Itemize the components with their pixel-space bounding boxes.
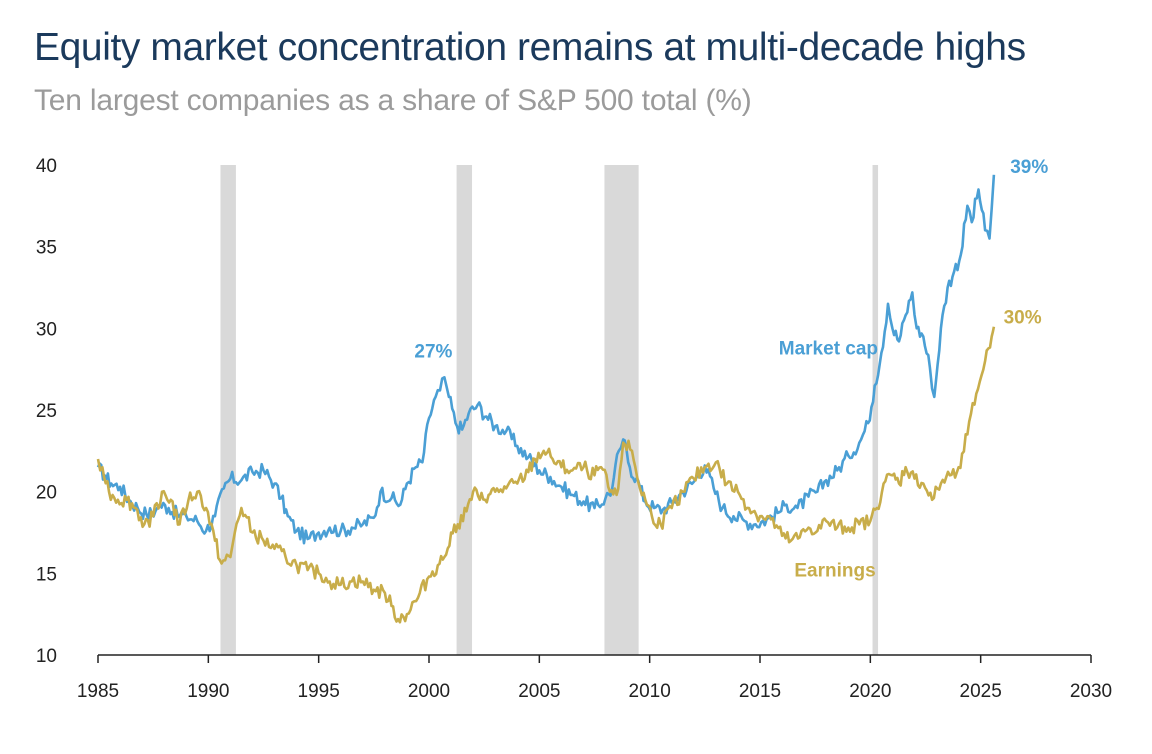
x-tick-label: 2005 xyxy=(518,681,560,702)
x-tick-label: 1995 xyxy=(298,681,340,702)
annotations: 27% Market cap 39% 30% Earnings xyxy=(414,157,1048,581)
market-cap-line xyxy=(96,174,996,545)
x-tick-label: 1985 xyxy=(77,681,119,702)
annotation-label: 30% xyxy=(1004,307,1042,328)
y-tick-label: 20 xyxy=(36,483,57,504)
x-tick-label: 2030 xyxy=(1070,681,1112,702)
x-axis: 1985 1990 1995 2000 2005 2010 2015 2020 2025 2030 xyxy=(77,654,1112,702)
series-lines xyxy=(96,174,996,624)
recession-band-2 xyxy=(456,165,473,655)
recession-band-1 xyxy=(220,165,236,655)
y-axis: 10 15 20 25 30 35 40 xyxy=(36,156,57,667)
y-tick-label: 30 xyxy=(36,319,57,340)
recession-band-3 xyxy=(604,165,639,655)
annotation-label: Market cap xyxy=(779,338,878,359)
x-tick-label: 2020 xyxy=(849,681,891,702)
x-tick-label: 2000 xyxy=(408,681,450,702)
y-tick-label: 25 xyxy=(36,401,57,422)
earnings-line xyxy=(96,326,996,624)
recession-band-4 xyxy=(872,165,879,655)
chart-subtitle: Ten largest companies as a share of S&P … xyxy=(34,84,752,117)
y-tick-label: 40 xyxy=(36,156,57,177)
y-tick-label: 10 xyxy=(36,646,57,667)
x-tick-label: 2025 xyxy=(960,681,1002,702)
annotation-label: Earnings xyxy=(794,561,875,582)
chart-title: Equity market concentration remains at m… xyxy=(34,26,1026,69)
x-tick-label: 2010 xyxy=(629,681,671,702)
annotation-label: 39% xyxy=(1010,157,1048,178)
y-tick-label: 15 xyxy=(36,564,57,585)
x-tick-label: 2015 xyxy=(739,681,781,702)
annotation-label: 27% xyxy=(414,342,452,363)
y-tick-label: 35 xyxy=(36,238,57,259)
recession-bands xyxy=(220,165,879,655)
x-tick-label: 1990 xyxy=(187,681,229,702)
